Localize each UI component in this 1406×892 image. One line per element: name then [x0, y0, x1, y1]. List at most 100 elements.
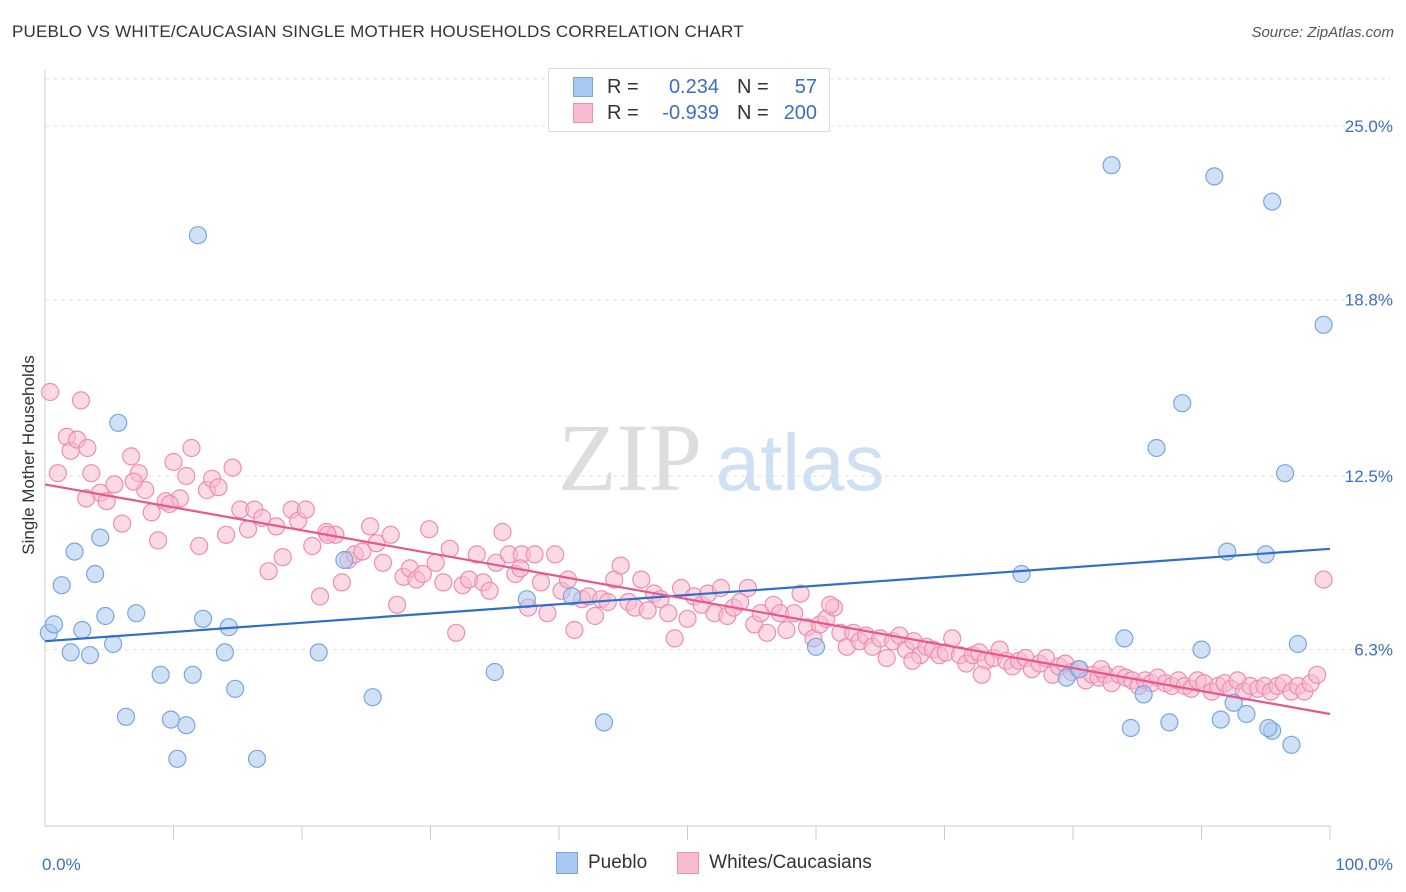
whites-point — [259, 562, 278, 581]
chart-title: PUEBLO VS WHITE/CAUCASIAN SINGLE MOTHER … — [12, 22, 744, 41]
legend-row-whites: R = -0.939 N = 200 — [573, 101, 817, 125]
whites-point — [78, 438, 97, 458]
watermark-atlas: atlas — [716, 418, 885, 507]
whites-point — [565, 620, 584, 640]
whites-point — [611, 556, 630, 575]
pueblo-point — [86, 564, 105, 584]
pueblo-point — [363, 688, 382, 707]
legend-row-pueblo: R = 0.234 N = 57 — [573, 75, 817, 99]
whites-point — [148, 531, 168, 550]
pueblo-point — [1173, 394, 1192, 413]
whites-point — [659, 604, 678, 623]
whites-point — [821, 595, 840, 614]
pueblo-point — [65, 542, 84, 561]
whites-point — [420, 520, 439, 539]
whites-point — [413, 564, 432, 584]
pueblo-point — [104, 634, 123, 654]
legend: R = 0.234 N = 57 R = -0.939 N = 200 — [548, 68, 830, 132]
bottom-legend-whites-label: Whites/Caucasians — [709, 852, 872, 873]
pueblo-point — [247, 749, 267, 768]
whites-point — [177, 466, 196, 486]
whites-point — [632, 570, 651, 589]
pueblo-trend-line — [44, 547, 1331, 643]
legend-n-label: N = — [737, 75, 769, 98]
pueblo-point — [193, 609, 213, 628]
pueblo-point — [52, 576, 71, 595]
pueblo-point — [73, 620, 92, 640]
pueblo-point — [161, 710, 181, 729]
pueblo-point — [335, 550, 354, 570]
pueblo-point — [1288, 634, 1307, 654]
whites-point — [310, 587, 330, 606]
pueblo-point — [61, 643, 80, 662]
whites-point — [467, 545, 486, 564]
gridlines — [45, 78, 1390, 651]
whites-point — [164, 452, 183, 472]
pueblo-point — [1314, 315, 1333, 334]
pueblo-point — [1211, 710, 1230, 729]
whites-point — [638, 601, 657, 620]
y-tick-label: 12.5% — [1345, 467, 1393, 486]
pueblo-point — [188, 226, 208, 245]
pueblo-point — [80, 646, 100, 665]
whites-point — [538, 604, 557, 623]
watermark-zip: ZIP — [558, 404, 702, 511]
whites-swatch — [573, 103, 593, 123]
pueblo-point — [806, 637, 826, 656]
whites-point — [160, 494, 179, 514]
whites-point — [493, 522, 512, 542]
pueblo-point — [485, 662, 504, 682]
pueblo-point — [309, 643, 328, 662]
whites-point — [71, 391, 91, 410]
pueblo-point — [1121, 718, 1140, 738]
whites-point — [738, 578, 757, 598]
whites-point — [105, 475, 124, 494]
pueblo-point — [517, 590, 536, 609]
pueblo-point — [116, 707, 136, 726]
whites-trend-line — [44, 483, 1331, 716]
pueblo-point — [1115, 629, 1134, 648]
legend-n-label: N = — [737, 101, 769, 124]
legend-r-label: R = — [607, 75, 639, 98]
pueblo-point — [1237, 704, 1256, 724]
whites-point — [426, 553, 445, 572]
pueblo-point — [109, 413, 128, 432]
whites-point — [190, 536, 209, 556]
whites-point — [182, 438, 201, 458]
pueblo-point — [562, 587, 581, 606]
whites-point — [209, 478, 228, 497]
pueblo-point — [91, 528, 110, 547]
whites-point — [373, 553, 393, 572]
whites-point — [296, 500, 315, 519]
whites-point — [303, 536, 322, 556]
legend-r-label: R = — [607, 101, 639, 124]
bottom-legend-pueblo-label: Pueblo — [588, 852, 648, 873]
pueblo-point — [1147, 438, 1166, 458]
whites-point — [480, 581, 499, 600]
x-tick-label: 100.0% — [1335, 855, 1393, 874]
whites-point — [791, 584, 810, 603]
pueblo-point — [1282, 735, 1301, 754]
axes — [44, 70, 1331, 840]
source-label: Source: ZipAtlas.com — [1251, 24, 1394, 41]
pueblo-point — [1057, 668, 1076, 687]
x-tick-label: 0.0% — [42, 855, 81, 874]
whites-point — [546, 545, 565, 564]
pueblo-point — [215, 643, 234, 662]
whites-point — [1314, 570, 1333, 589]
tick-labels: 6.3% 12.5% 18.8% 25.0% 0.0% 100.0% — [42, 117, 1393, 874]
watermark: ZIP atlas — [558, 404, 884, 511]
bottom-legend: Pueblo Whites/Caucasians — [556, 852, 902, 874]
whites-point — [82, 464, 101, 483]
pueblo-point — [1263, 192, 1282, 211]
whites-point — [41, 382, 60, 402]
pueblo-point — [44, 615, 64, 634]
pueblo-point — [1102, 156, 1121, 175]
whites-point — [525, 545, 544, 564]
pueblo-point — [1192, 640, 1211, 659]
whites-point — [434, 573, 453, 592]
whites-point — [447, 623, 466, 642]
whites-point — [972, 665, 991, 684]
pueblo-point — [1012, 564, 1031, 584]
